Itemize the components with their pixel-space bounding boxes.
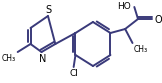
Text: N: N bbox=[39, 54, 46, 64]
Text: CH₃: CH₃ bbox=[133, 45, 148, 54]
Text: HO: HO bbox=[117, 1, 131, 11]
Text: CH₃: CH₃ bbox=[2, 54, 16, 63]
Text: S: S bbox=[46, 5, 52, 15]
Text: O: O bbox=[155, 15, 162, 25]
Text: Cl: Cl bbox=[69, 69, 78, 78]
